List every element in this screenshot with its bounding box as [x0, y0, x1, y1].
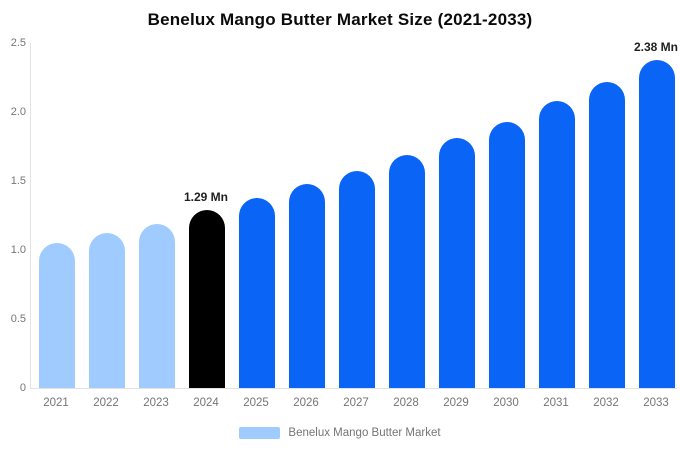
bar-2030 — [489, 121, 525, 388]
y-tick-label: 1.0 — [10, 244, 26, 256]
bar-2029 — [439, 138, 475, 388]
bar-2028 — [389, 154, 425, 388]
bar-2032 — [589, 81, 625, 388]
bar-2024 — [189, 209, 225, 388]
x-tick-label-2033: 2033 — [643, 397, 669, 409]
x-tick-label-2025: 2025 — [243, 397, 269, 409]
x-tick-label-2027: 2027 — [343, 397, 369, 409]
x-tick-label-2031: 2031 — [543, 397, 569, 409]
bar-2031 — [539, 100, 575, 388]
bar-2021 — [39, 243, 75, 388]
x-tick-label-2022: 2022 — [93, 397, 119, 409]
y-tick-label: 0 — [19, 382, 26, 394]
y-tick-label: 1.5 — [10, 175, 26, 187]
x-tick-label-2032: 2032 — [593, 397, 619, 409]
data-label-2033: 2.38 Mn — [633, 39, 678, 54]
plot-area — [30, 43, 677, 389]
y-tick-label: 2.0 — [10, 106, 26, 118]
legend-item[interactable]: Benelux Mango Butter Market — [0, 427, 680, 439]
x-tick-label-2030: 2030 — [493, 397, 519, 409]
chart-title: Benelux Mango Butter Market Size (2021-2… — [147, 10, 533, 29]
legend-label: Benelux Mango Butter Market — [288, 427, 441, 439]
bar-2033 — [639, 59, 675, 388]
legend-swatch — [239, 427, 281, 439]
y-tick-label: 2.5 — [10, 37, 26, 49]
bar-2027 — [339, 171, 375, 388]
bar-2023 — [139, 223, 175, 388]
x-tick-label-2026: 2026 — [293, 397, 319, 409]
y-tick-label: 0.5 — [10, 313, 26, 325]
x-tick-label-2029: 2029 — [443, 397, 469, 409]
x-tick-label-2023: 2023 — [143, 397, 169, 409]
bar-2025 — [239, 197, 275, 388]
data-label-2024: 1.29 Mn — [183, 189, 228, 204]
x-tick-label-2021: 2021 — [43, 397, 69, 409]
x-tick-label-2028: 2028 — [393, 397, 419, 409]
x-tick-label-2024: 2024 — [193, 397, 219, 409]
bar-2026 — [289, 183, 325, 388]
bar-2022 — [89, 233, 125, 388]
